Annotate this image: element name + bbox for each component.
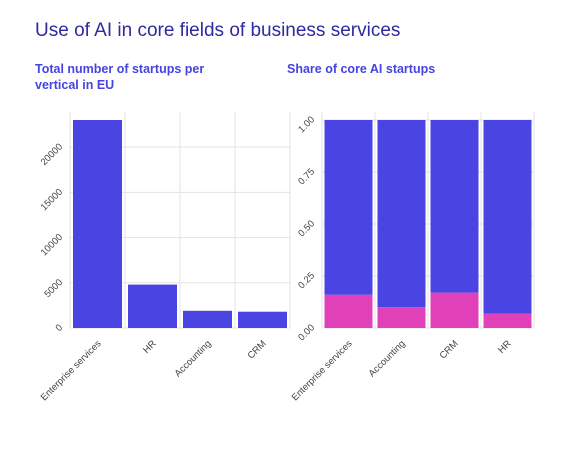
bar <box>128 284 177 328</box>
x-category-label: Enterprise services <box>290 338 355 403</box>
y-tick-label: 1.00 <box>296 114 317 135</box>
x-category-label: HR <box>141 338 159 356</box>
bar-segment <box>483 313 532 328</box>
x-category-label: HR <box>496 338 514 356</box>
chart-title: Use of AI in core fields of business ser… <box>35 20 401 41</box>
bar-segment <box>324 294 373 328</box>
x-category-label: Enterprise services <box>39 338 104 403</box>
bar-segment <box>324 120 373 295</box>
bar <box>238 311 287 328</box>
bar-segment <box>430 120 479 293</box>
y-tick-label: 15000 <box>39 187 65 213</box>
bar-segment <box>483 120 532 314</box>
y-tick-label: 10000 <box>39 232 65 258</box>
y-tick-label: 0.25 <box>296 270 317 291</box>
bar-segment <box>377 307 426 328</box>
y-tick-label: 0.50 <box>296 218 317 239</box>
y-tick-label: 0.75 <box>296 166 317 187</box>
bar <box>183 310 232 328</box>
bar-segment <box>377 120 426 308</box>
x-category-label: Accounting <box>367 338 408 379</box>
y-tick-label: 20000 <box>39 141 65 167</box>
left-chart-title: Total number of startups per vertical in… <box>35 62 205 92</box>
y-tick-label: 0 <box>54 322 66 334</box>
x-category-label: Accounting <box>173 338 214 379</box>
x-category-label: CRM <box>246 338 269 361</box>
bar-segment <box>430 292 479 328</box>
right-chart-title: Share of core AI startups <box>287 62 436 76</box>
y-tick-label: 5000 <box>42 277 65 300</box>
bar <box>73 120 122 328</box>
x-category-label: CRM <box>438 338 461 361</box>
y-tick-label: 0.00 <box>296 322 317 343</box>
